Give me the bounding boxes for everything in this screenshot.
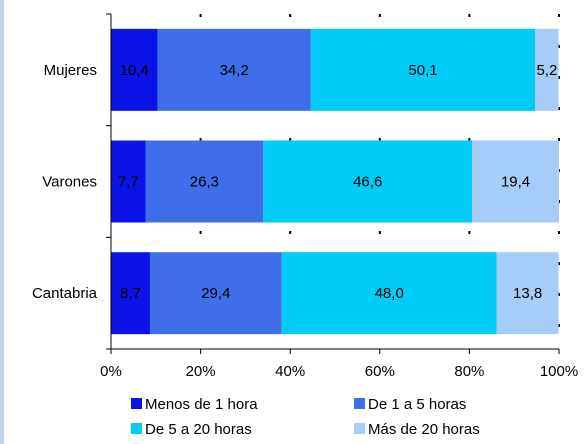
data-label-cantabria-de-5-a-20-horas: 48,0 bbox=[375, 285, 404, 302]
x-tick-label-20: 20% bbox=[186, 363, 216, 380]
data-label-varones-de-1-a-5-horas: 26,3 bbox=[190, 174, 219, 191]
legend-swatch-mas-de-20-horas bbox=[354, 423, 365, 434]
legend-label-menos-de-1-hora: Menos de 1 hora bbox=[145, 396, 258, 413]
bars bbox=[111, 28, 559, 335]
category-labels: Mujeres Varones Cantabria bbox=[32, 62, 98, 302]
x-tick-label-40: 40% bbox=[275, 363, 305, 380]
x-tick-label-60: 60% bbox=[365, 363, 395, 380]
category-label-mujeres: Mujeres bbox=[44, 62, 97, 79]
legend: Menos de 1 hora De 1 a 5 horas De 5 a 20 h… bbox=[131, 396, 480, 438]
data-label-cantabria-mas-de-20-horas: 13,8 bbox=[513, 285, 542, 302]
data-label-mujeres-mas-de-20-horas: 5,2 bbox=[536, 62, 557, 79]
legend-label-mas-de-20-horas: Más de 20 horas bbox=[368, 421, 480, 438]
bar-mujeres-de-5-a-20-horas bbox=[310, 28, 536, 111]
data-label-cantabria-de-1-a-5-horas: 29,4 bbox=[201, 285, 230, 302]
bar-varones-de-1-a-5-horas bbox=[145, 140, 264, 223]
bar-cantabria-menos-de-1-hora bbox=[111, 252, 150, 335]
axes bbox=[106, 13, 560, 354]
legend-label-de-5-a-20-horas: De 5 a 20 horas bbox=[145, 421, 252, 438]
data-label-varones-mas-de-20-horas: 19,4 bbox=[501, 174, 530, 191]
legend-swatch-de-5-a-20-horas bbox=[131, 423, 142, 434]
x-tick-labels: 0% 20% 40% 60% 80% 100% bbox=[100, 363, 578, 380]
bar-varones-mas-de-20-horas bbox=[472, 140, 559, 223]
data-label-mujeres-de-5-a-20-horas: 50,1 bbox=[408, 62, 437, 79]
data-label-varones-de-5-a-20-horas: 46,6 bbox=[353, 174, 382, 191]
bar-mujeres-de-1-a-5-horas bbox=[157, 28, 311, 111]
bar-mujeres-menos-de-1-hora bbox=[111, 28, 158, 111]
data-labels: 10,4 34,2 50,1 5,2 7,7 26,3 46,6 19,4 8,7 29,4 48,… bbox=[118, 62, 558, 302]
category-label-cantabria: Cantabria bbox=[32, 285, 98, 302]
bar-cantabria-de-1-a-5-horas bbox=[149, 252, 282, 335]
bar-cantabria-de-5-a-20-horas bbox=[281, 252, 497, 335]
data-label-mujeres-menos-de-1-hora: 10,4 bbox=[120, 62, 149, 79]
data-label-mujeres-de-1-a-5-horas: 34,2 bbox=[220, 62, 249, 79]
data-label-varones-menos-de-1-hora: 7,7 bbox=[118, 174, 139, 191]
bar-varones-de-5-a-20-horas bbox=[263, 140, 473, 223]
category-label-varones: Varones bbox=[42, 174, 97, 191]
legend-label-de-1-a-5-horas: De 1 a 5 horas bbox=[368, 396, 466, 413]
x-tick-label-100: 100% bbox=[540, 363, 578, 380]
bar-cantabria-mas-de-20-horas bbox=[496, 252, 559, 335]
legend-swatch-menos-de-1-hora bbox=[131, 398, 142, 409]
bar-mujeres-mas-de-20-horas bbox=[535, 28, 559, 111]
data-label-cantabria-menos-de-1-hora: 8,7 bbox=[120, 285, 141, 302]
legend-swatch-de-1-a-5-horas bbox=[354, 398, 365, 409]
x-tick-label-80: 80% bbox=[454, 363, 484, 380]
bar-varones-menos-de-1-hora bbox=[111, 140, 146, 223]
x-tick-label-0: 0% bbox=[100, 363, 122, 380]
